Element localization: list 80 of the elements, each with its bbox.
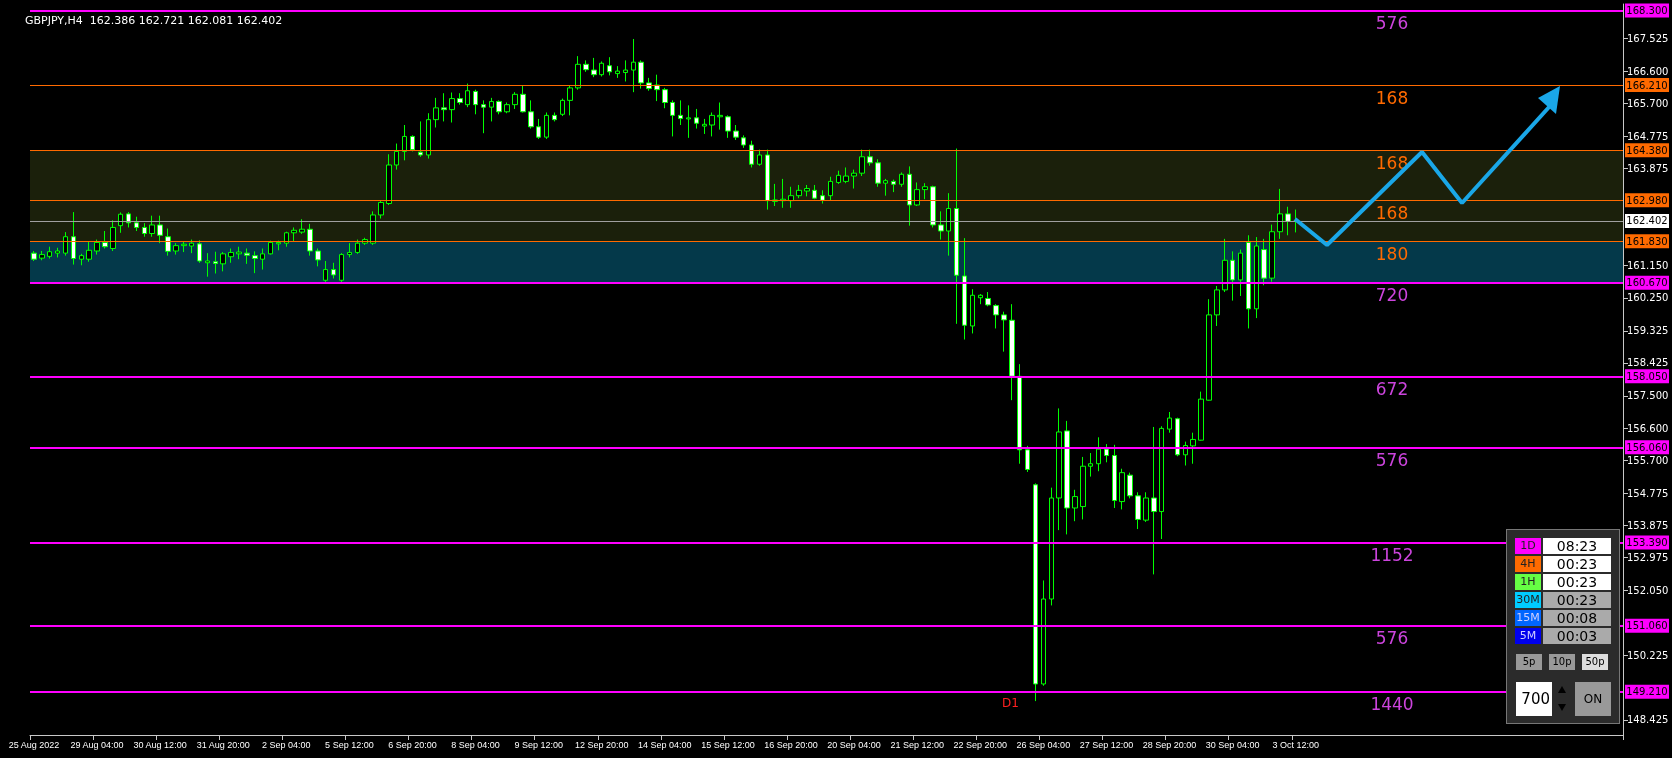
annotation: 180 <box>1375 243 1409 264</box>
y-tick-label: 164.775 <box>1627 130 1669 142</box>
annotation: 168 <box>1375 87 1409 108</box>
y-tick-label: 160.250 <box>1627 292 1669 304</box>
ref-line-label: 168.300 <box>1626 4 1668 16</box>
x-tick-label: 27 Sep 12:00 <box>1079 739 1134 750</box>
x-tick-label: 28 Sep 20:00 <box>1142 739 1197 750</box>
ref-line-label: 160.670 <box>1626 277 1668 289</box>
annotation: 1H <box>1515 574 1541 590</box>
y-tick-label: 152.975 <box>1627 551 1669 563</box>
annotation: D1 <box>1002 696 1019 710</box>
x-tick-label: 20 Sep 04:00 <box>827 739 881 750</box>
y-tick-label: 156.600 <box>1627 422 1669 434</box>
y-tick-label: 161.150 <box>1627 260 1669 272</box>
annotation: 576 <box>1375 449 1409 470</box>
y-tick-label: 165.700 <box>1627 97 1669 109</box>
annotation: 00:23 <box>1543 592 1611 608</box>
annotation: 168 <box>1375 202 1409 223</box>
x-tick-label: 6 Sep 20:00 <box>388 739 437 750</box>
y-tick-label: 158.425 <box>1627 357 1669 369</box>
x-tick-label: 2 Sep 04:00 <box>262 739 311 750</box>
annotation: 4H <box>1515 556 1541 572</box>
annotation: 672 <box>1375 378 1409 399</box>
annotation: 1152 <box>1370 545 1414 566</box>
y-tick-label: 166.600 <box>1627 65 1669 77</box>
x-tick-label: 26 Sep 04:00 <box>1016 739 1071 750</box>
y-tick-label: 148.425 <box>1627 714 1669 726</box>
annotation: 10p <box>1549 654 1575 670</box>
annotation: 5M <box>1515 628 1541 644</box>
ref-line-label: 162.980 <box>1626 194 1668 206</box>
x-tick-label: 3 Oct 12:00 <box>1272 739 1319 750</box>
x-tick-label: 30 Aug 12:00 <box>133 739 187 750</box>
annotation: 00:23 <box>1543 574 1611 590</box>
y-tick-label: 150.225 <box>1627 650 1669 662</box>
x-tick-label: 12 Sep 20:00 <box>574 739 629 750</box>
text: GBPJPY,H4 162.386 162.721 162.081 162.402 <box>25 14 283 27</box>
annotation: 30M <box>1515 592 1541 608</box>
x-tick-label: 21 Sep 12:00 <box>890 739 944 750</box>
annotation: 1D <box>1515 538 1541 554</box>
annotation: 50p <box>1582 654 1608 670</box>
annotation: 576 <box>1375 12 1409 33</box>
annotation: 00:03 <box>1543 628 1611 644</box>
x-tick-label: 8 Sep 04:00 <box>451 739 500 750</box>
y-tick-label: 163.875 <box>1627 162 1669 174</box>
y-tick-label: 152.050 <box>1627 584 1669 596</box>
x-tick-label: 15 Sep 12:00 <box>701 739 755 750</box>
x-tick-label: 9 Sep 12:00 <box>514 739 563 750</box>
y-tick-label: 154.775 <box>1627 487 1669 499</box>
annotation: 00:08 <box>1543 610 1611 626</box>
annotation: 720 <box>1375 285 1409 306</box>
x-tick-label: 30 Sep 04:00 <box>1205 739 1260 750</box>
x-tick-label: 29 Aug 04:00 <box>70 739 124 750</box>
y-tick-label: 159.325 <box>1627 325 1669 337</box>
ref-line-label: 164.380 <box>1626 144 1668 156</box>
x-tick-label: 14 Sep 04:00 <box>638 739 692 750</box>
ref-line-label: 156.060 <box>1626 441 1668 453</box>
annotation: 00:23 <box>1543 556 1611 572</box>
ref-line-label: 161.830 <box>1626 235 1668 247</box>
y-tick-label: 157.500 <box>1627 390 1669 402</box>
x-tick-label: 25 Aug 2022 <box>8 739 60 750</box>
annotation: 1440 <box>1370 694 1414 715</box>
ref-line-label: 162.402 <box>1626 215 1668 227</box>
y-tick-label: 167.525 <box>1627 32 1669 44</box>
ref-line-label: 153.390 <box>1626 537 1668 549</box>
x-tick-label: 5 Sep 12:00 <box>325 739 374 750</box>
y-tick-label: 153.875 <box>1627 519 1669 531</box>
x-tick-label: 22 Sep 20:00 <box>953 739 1008 750</box>
ref-line-label: 158.050 <box>1626 370 1668 382</box>
annotation: 08:23 <box>1543 538 1611 554</box>
x-tick-label: 31 Aug 20:00 <box>196 739 250 750</box>
annotation: ON <box>1575 682 1611 716</box>
ref-line-label: 149.210 <box>1626 686 1668 698</box>
annotation: 700 <box>1516 682 1552 716</box>
ref-line-label: 166.210 <box>1626 79 1668 91</box>
ref-line-label: 151.060 <box>1626 620 1668 632</box>
annotation: 576 <box>1375 628 1409 649</box>
y-tick-label: 155.700 <box>1627 454 1669 466</box>
x-tick-label: 16 Sep 20:00 <box>764 739 818 750</box>
annotation: 15M <box>1515 610 1541 626</box>
annotation: 5p <box>1516 654 1542 670</box>
